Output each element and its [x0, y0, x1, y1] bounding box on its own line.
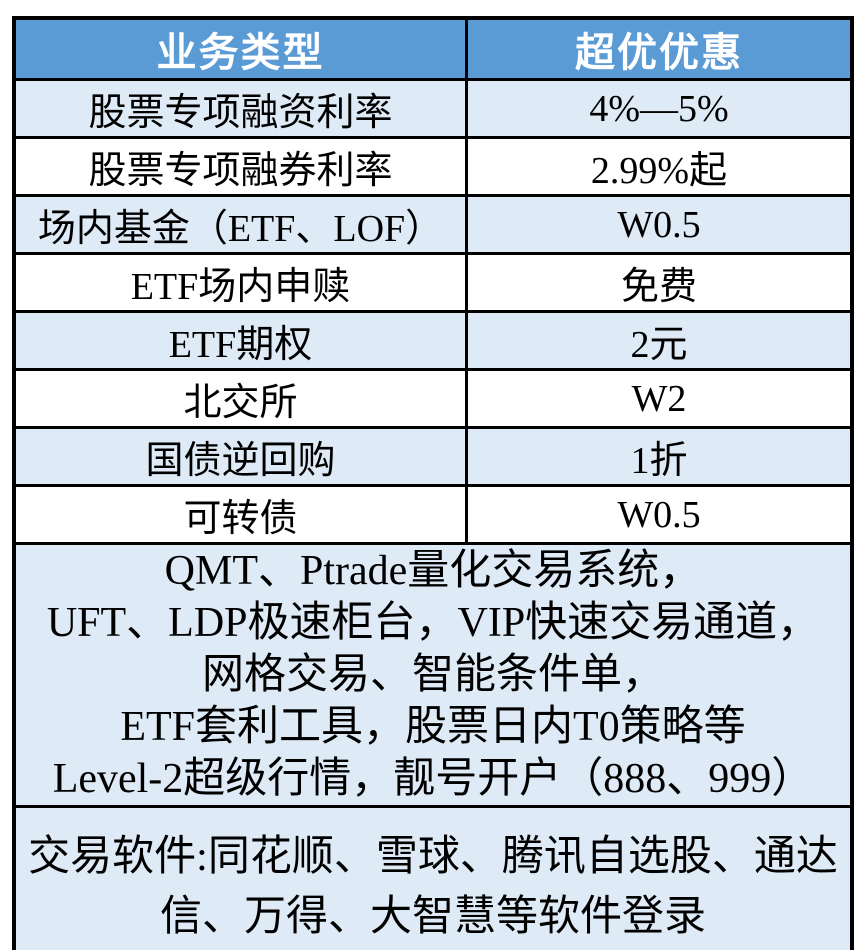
features-line: QMT、Ptrade量化交易系统，	[164, 548, 702, 594]
table-row: ETF期权 2元	[12, 310, 854, 371]
brokerage-fee-table: 业务类型 超优优惠 股票专项融资利率 4%—5% 股票专项融券利率 2.99%起 场内基…	[12, 16, 854, 950]
table-row: 股票专项融资利率 4%—5%	[12, 78, 854, 139]
discount-cell: 2元	[465, 310, 854, 371]
table-row: 北交所 W2	[12, 368, 854, 429]
features-line: ETF套利工具，股票日内T0策略等	[120, 704, 746, 750]
discount-cell: 2.99%起	[465, 136, 854, 197]
features-cell: QMT、Ptrade量化交易系统， UFT、LDP极速柜台，VIP快速交易通道， 网…	[12, 542, 854, 808]
table-footer-blocks: QMT、Ptrade量化交易系统， UFT、LDP极速柜台，VIP快速交易通道， 网…	[12, 542, 854, 950]
business-type-cell: 北交所	[12, 368, 469, 429]
business-type-cell: 股票专项融券利率	[12, 136, 469, 197]
features-line: UFT、LDP极速柜台，VIP快速交易通道，	[46, 600, 820, 646]
header-business-type: 业务类型	[12, 16, 469, 81]
business-type-cell: 股票专项融资利率	[12, 78, 469, 139]
discount-cell: W2	[465, 368, 854, 429]
business-type-cell: 国债逆回购	[12, 426, 469, 487]
discount-cell: 1折	[465, 426, 854, 487]
table-header-row: 业务类型 超优优惠	[12, 16, 854, 81]
features-row: QMT、Ptrade量化交易系统， UFT、LDP极速柜台，VIP快速交易通道， 网…	[12, 542, 854, 808]
table-row: 可转债 W0.5	[12, 484, 854, 545]
table-row: 国债逆回购 1折	[12, 426, 854, 487]
discount-cell: 4%—5%	[465, 78, 854, 139]
business-type-cell: 场内基金（ETF、LOF）	[12, 194, 469, 255]
features-line: Level-2超级行情，靓号开户（888、999）	[52, 756, 814, 802]
discount-cell: W0.5	[465, 484, 854, 545]
business-type-cell: ETF场内申赎	[12, 252, 469, 313]
discount-cell: 免费	[465, 252, 854, 313]
header-discount: 超优优惠	[465, 16, 854, 81]
software-row: 交易软件:同花顺、雪球、腾讯自选股、通达信、万得、大智慧等软件登录	[12, 805, 854, 950]
business-type-cell: ETF期权	[12, 310, 469, 371]
table-row: 股票专项融券利率 2.99%起	[12, 136, 854, 197]
discount-cell: W0.5	[465, 194, 854, 255]
business-type-cell: 可转债	[12, 484, 469, 545]
table-row: 场内基金（ETF、LOF） W0.5	[12, 194, 854, 255]
features-line: 网格交易、智能条件单，	[201, 652, 664, 698]
software-cell: 交易软件:同花顺、雪球、腾讯自选股、通达信、万得、大智慧等软件登录	[12, 805, 854, 950]
table-body: 股票专项融资利率 4%—5% 股票专项融券利率 2.99%起 场内基金（ETF、LOF）…	[12, 78, 854, 545]
table-row: ETF场内申赎 免费	[12, 252, 854, 313]
